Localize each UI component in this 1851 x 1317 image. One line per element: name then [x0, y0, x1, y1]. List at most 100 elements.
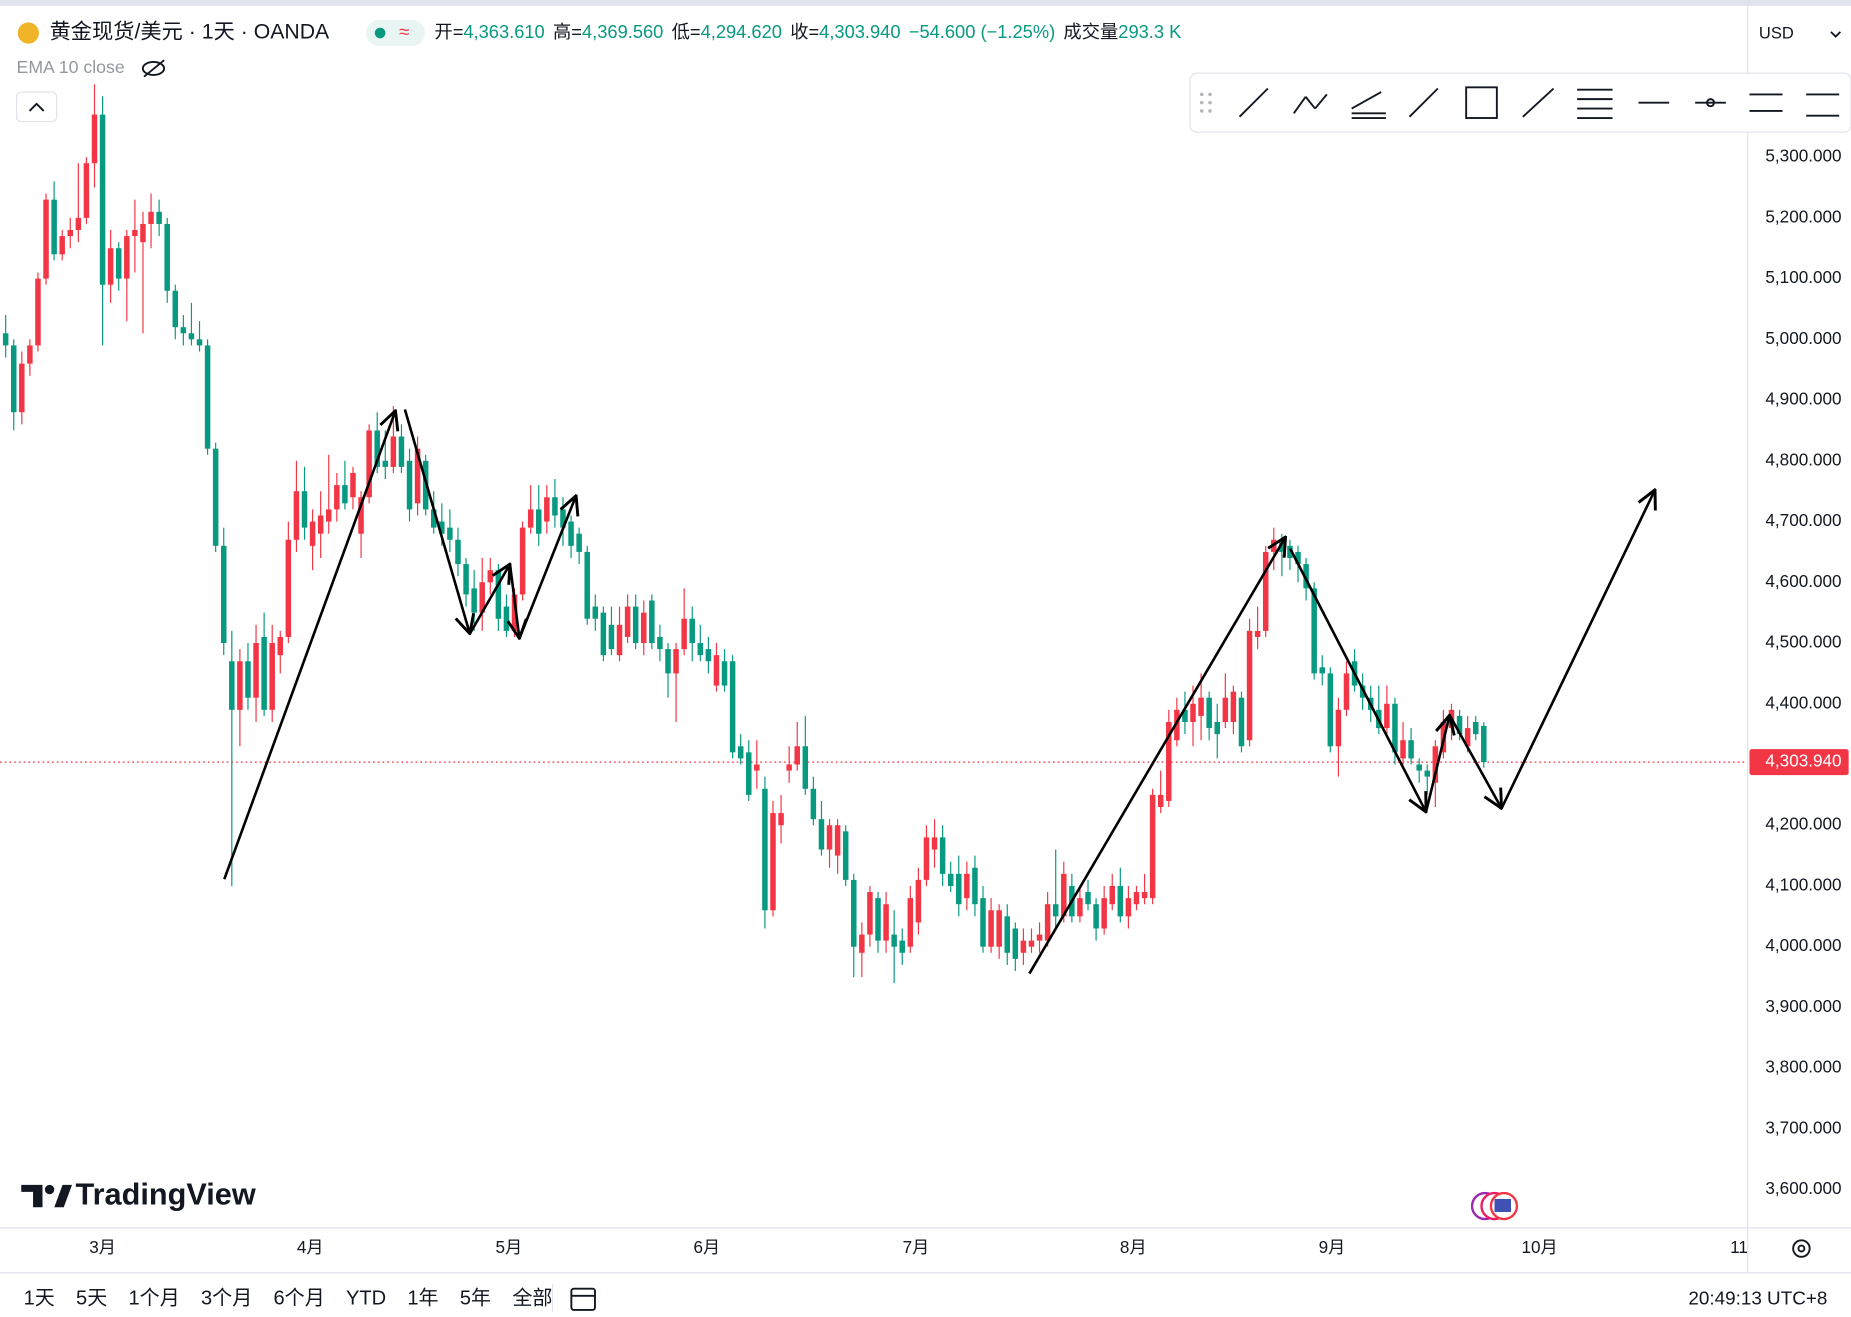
candle-body: [1319, 667, 1325, 674]
candle-body: [479, 582, 485, 613]
candle-body: [196, 339, 203, 346]
event-flags[interactable]: [1470, 1191, 1519, 1221]
candle-body: [1036, 934, 1043, 941]
quote-value: 4,369.560: [582, 21, 663, 42]
candle-body: [624, 606, 631, 637]
candle-body: [1214, 721, 1220, 735]
y-tick-label: 4,900.000: [1765, 390, 1841, 409]
trend-arrow: [403, 409, 470, 633]
candle-body: [350, 472, 356, 498]
candle-body: [1149, 794, 1156, 899]
candle-body: [1287, 545, 1293, 558]
candle-body: [293, 491, 300, 540]
currency-caret: [1830, 31, 1842, 38]
candle-body: [164, 223, 170, 291]
candle-body: [1262, 551, 1269, 631]
candle-body: [859, 934, 865, 953]
drawing-toolbar: [1189, 72, 1851, 133]
candle-body: [1416, 764, 1422, 771]
candle-body: [140, 223, 146, 243]
candle-body: [1246, 630, 1253, 741]
candle-body: [786, 764, 792, 771]
timeframe-button[interactable]: 1天: [24, 1288, 55, 1310]
timeframe-button[interactable]: YTD: [346, 1288, 386, 1310]
candle-body: [99, 114, 106, 285]
quote-label: 开=: [434, 21, 463, 42]
candle-body: [762, 788, 768, 911]
timeframe-button[interactable]: 全部: [512, 1287, 552, 1310]
candle-body: [681, 618, 687, 650]
candle-body: [406, 460, 413, 510]
candle-body: [366, 430, 372, 498]
timeframe-button[interactable]: 5天: [76, 1288, 107, 1310]
candle-body: [1392, 703, 1398, 753]
candle-body: [1061, 873, 1067, 917]
candle-body: [915, 879, 922, 923]
candle-body: [1109, 885, 1115, 905]
y-tick-label: 3,700.000: [1765, 1118, 1841, 1137]
candle-body: [115, 248, 122, 279]
candle-body: [220, 545, 227, 644]
candle-body: [600, 612, 607, 656]
volume: 293.3 K: [1118, 21, 1181, 42]
candle-body: [552, 497, 558, 516]
candle-body: [455, 539, 461, 565]
change: −54.600 (−1.25%): [909, 21, 1055, 42]
timeframe-button[interactable]: 6个月: [274, 1287, 325, 1310]
candle-body: [1166, 721, 1172, 801]
currency: USD: [1759, 24, 1794, 43]
candle-body: [1190, 703, 1196, 722]
candle-body: [826, 825, 833, 850]
x-tick-label: 8月: [1120, 1238, 1147, 1257]
candle-body: [495, 570, 502, 619]
candle-body: [737, 746, 744, 759]
price-label: 4,303.940: [1765, 752, 1841, 771]
toolbar-icons[interactable]: [1238, 86, 1840, 119]
logo: TradingView: [21, 1177, 256, 1212]
candle-body: [487, 570, 494, 583]
trend-arrow: [1500, 490, 1655, 809]
candle-body: [770, 813, 776, 911]
candle-body: [51, 199, 57, 255]
candle-body: [342, 485, 348, 504]
candle-body: [447, 527, 453, 540]
calendar-icon[interactable]: [570, 1287, 596, 1311]
timeframe-button[interactable]: 5年: [460, 1287, 491, 1310]
candle-body: [1093, 904, 1099, 929]
candle-body: [1198, 697, 1204, 716]
candle-body: [1004, 916, 1010, 953]
top-border: [0, 0, 1851, 6]
candle-body: [1384, 703, 1390, 729]
clock: 20:49:13 UTC+8: [1688, 1288, 1827, 1309]
hide-icon[interactable]: [141, 59, 166, 78]
candle-body: [1133, 892, 1140, 905]
status-icon: ≈: [399, 22, 409, 43]
candle-body: [923, 837, 930, 880]
candle-body: [35, 278, 41, 346]
candle-body: [834, 825, 841, 856]
x-tick-label: 6月: [693, 1238, 720, 1257]
collapse-icon: [28, 102, 45, 112]
candle-body: [188, 333, 195, 340]
candle-body: [964, 873, 970, 899]
y-tick-label: 3,600.000: [1765, 1179, 1841, 1198]
timeframe-button[interactable]: 1年: [407, 1287, 438, 1310]
candle-body: [1085, 892, 1091, 905]
candle-body: [269, 643, 275, 710]
candle-body: [325, 509, 332, 522]
candle-body: [1157, 794, 1164, 808]
y-tick-label: 3,800.000: [1765, 1058, 1841, 1077]
candle-body: [83, 163, 90, 218]
settings-icon[interactable]: [1792, 1239, 1811, 1258]
trend-arrow: [510, 563, 519, 638]
candle-body: [1481, 725, 1487, 763]
timeframe-button[interactable]: 1个月: [129, 1287, 180, 1310]
y-tick-label: 4,000.000: [1765, 936, 1841, 955]
collapse-button[interactable]: [15, 91, 58, 123]
candle-body: [1020, 940, 1027, 953]
candle-body: [107, 248, 114, 285]
quote-value: 4,303.940: [819, 21, 900, 42]
timeframe-button[interactable]: 3个月: [201, 1287, 252, 1310]
candle-body: [972, 867, 978, 905]
candle-body: [883, 904, 889, 941]
